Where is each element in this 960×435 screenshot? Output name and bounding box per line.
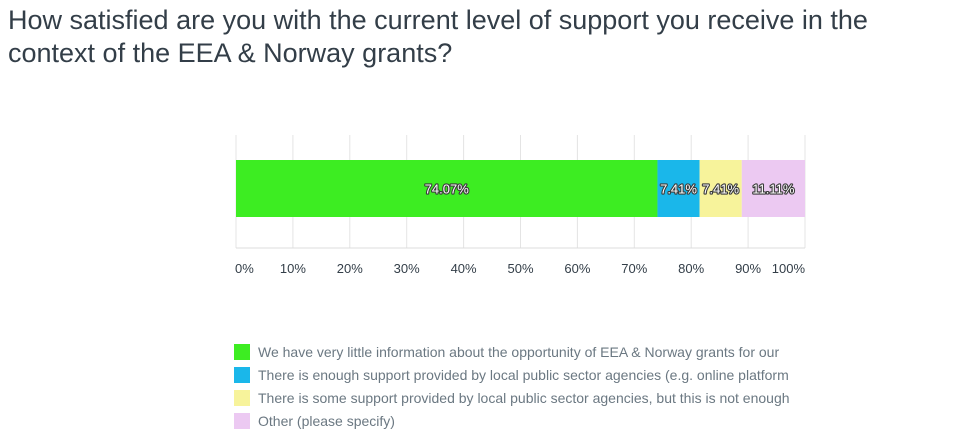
- legend-label: There is enough support provided by loca…: [258, 366, 789, 383]
- data-labels: 74.07% 7.41% 7.41% 11.11%: [424, 180, 796, 197]
- legend-label: We have very little information about th…: [258, 343, 786, 360]
- data-label: 7.41%: [702, 182, 739, 197]
- x-tick-label: 70%: [621, 261, 647, 276]
- legend-swatch: [234, 389, 250, 406]
- question-title: How satisfied are you with the current l…: [8, 5, 868, 68]
- legend-swatch: [234, 343, 250, 360]
- legend-swatch: [234, 366, 250, 383]
- bars: [236, 160, 805, 217]
- x-tick-label: 100%: [772, 261, 806, 276]
- x-axis-ticks: 0% 10% 20% 30% 40% 50% 60% 70% 80% 90% 100%: [235, 261, 805, 276]
- legend-swatch: [234, 412, 250, 429]
- x-tick-label: 30%: [394, 261, 420, 276]
- legend-item[interactable]: We have very little information about th…: [234, 340, 808, 363]
- x-tick-label: 10%: [280, 261, 306, 276]
- legend: We have very little information about th…: [234, 340, 808, 432]
- x-tick-label: 0%: [235, 261, 254, 276]
- bar-segment[interactable]: [236, 160, 658, 217]
- x-tick-label: 80%: [678, 261, 704, 276]
- legend-item[interactable]: There is enough support provided by loca…: [234, 363, 808, 386]
- bar-segment[interactable]: [657, 160, 700, 217]
- x-tick-label: 40%: [451, 261, 477, 276]
- data-label: 7.41%: [660, 182, 697, 197]
- data-label: 11.11%: [752, 182, 795, 197]
- legend-item[interactable]: There is some support provided by local …: [234, 386, 808, 409]
- stacked-bar-chart: 74.07% 7.41% 7.41% 11.11% 0% 10% 20% 30% 40% 50%…: [235, 135, 806, 276]
- legend-label: Other (please specify): [258, 412, 395, 429]
- legend-item[interactable]: Other (please specify): [234, 409, 808, 432]
- legend-label: There is some support provided by local …: [258, 389, 790, 406]
- x-tick-label: 90%: [735, 261, 761, 276]
- x-tick-label: 60%: [564, 261, 590, 276]
- x-tick-label: 50%: [507, 261, 533, 276]
- bar-segment[interactable]: [741, 160, 805, 217]
- bar-segment[interactable]: [699, 160, 742, 217]
- data-label: 74.07%: [425, 182, 470, 197]
- x-tick-label: 20%: [337, 261, 363, 276]
